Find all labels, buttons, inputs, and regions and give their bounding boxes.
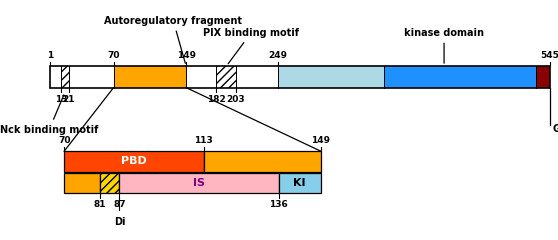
Bar <box>204 151 321 172</box>
Text: 136: 136 <box>270 200 288 209</box>
Text: 203: 203 <box>227 95 245 104</box>
Bar <box>278 173 321 193</box>
Bar <box>100 173 119 193</box>
Bar <box>69 66 114 88</box>
Bar <box>100 173 119 193</box>
Bar <box>50 66 550 88</box>
Text: 149: 149 <box>176 51 196 60</box>
Text: PBD: PBD <box>121 156 147 166</box>
Text: Nck binding motif: Nck binding motif <box>0 95 98 135</box>
Bar <box>119 173 278 193</box>
Bar <box>217 66 235 88</box>
Bar <box>50 66 61 88</box>
Text: Autoregulatory fragment: Autoregulatory fragment <box>104 16 242 63</box>
Text: Di: Di <box>114 217 125 227</box>
Text: 70: 70 <box>107 51 120 60</box>
Bar <box>278 66 384 88</box>
Text: KI: KI <box>294 178 306 188</box>
Text: 149: 149 <box>311 136 330 145</box>
Text: PIX binding motif: PIX binding motif <box>203 28 299 64</box>
Text: 21: 21 <box>62 95 75 104</box>
Text: 87: 87 <box>113 200 126 209</box>
Bar <box>384 66 536 88</box>
Bar <box>61 66 69 88</box>
Text: 13: 13 <box>55 95 68 104</box>
Text: 249: 249 <box>268 51 287 60</box>
Text: 182: 182 <box>207 95 226 104</box>
Bar <box>235 66 278 88</box>
Bar <box>186 66 217 88</box>
Text: 1: 1 <box>47 51 54 60</box>
Text: IS: IS <box>193 178 205 188</box>
Bar <box>61 66 69 88</box>
Text: 81: 81 <box>94 200 106 209</box>
Text: kinase domain: kinase domain <box>404 28 484 63</box>
Bar <box>114 66 186 88</box>
Text: G$_{\mathbf{\beta\gamma}}$binding motif: G$_{\mathbf{\beta\gamma}}$binding motif <box>552 122 558 137</box>
Text: 70: 70 <box>58 136 70 145</box>
Bar <box>64 151 204 172</box>
Bar <box>536 66 550 88</box>
Bar <box>64 173 100 193</box>
Text: 545: 545 <box>540 51 558 60</box>
Bar <box>217 66 235 88</box>
Text: 113: 113 <box>195 136 213 145</box>
